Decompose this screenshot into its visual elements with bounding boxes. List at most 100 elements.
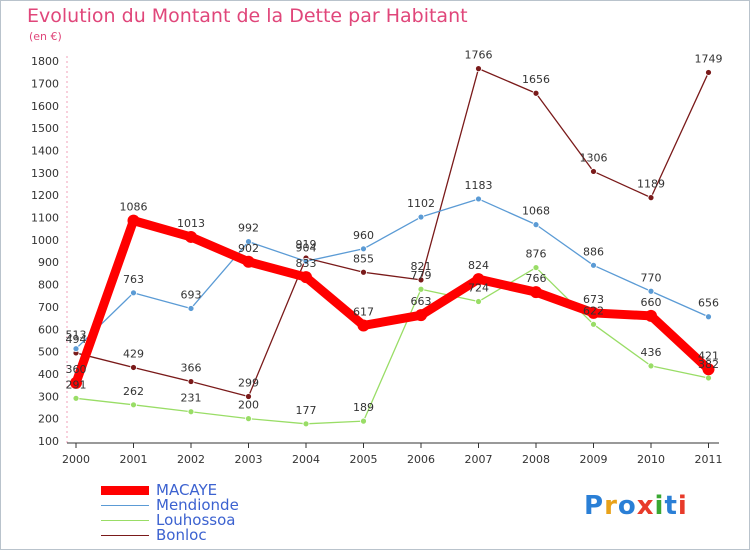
point-louhossoa xyxy=(532,264,540,271)
point-macaye xyxy=(645,309,657,322)
y-tick-label: 1100 xyxy=(31,212,59,225)
legend-swatch-louhossoa xyxy=(101,520,149,521)
y-tick-label: 1200 xyxy=(31,189,59,202)
x-tick-label: 2007 xyxy=(465,453,493,466)
x-tick-label: 2004 xyxy=(292,453,320,466)
point-mendionde xyxy=(302,257,310,265)
y-tick-label: 800 xyxy=(38,279,59,292)
legend-label-bonloc: Bonloc xyxy=(156,526,207,544)
y-tick-label: 600 xyxy=(38,323,59,336)
data-label-macaye: 824 xyxy=(468,259,489,272)
logo-letter: r xyxy=(604,491,618,521)
point-louhossoa xyxy=(360,417,367,425)
y-tick-label: 1000 xyxy=(31,234,59,247)
logo-letter: i xyxy=(654,491,665,521)
point-mendionde xyxy=(245,238,252,246)
data-label-mendionde: 1183 xyxy=(465,179,493,192)
point-louhossoa xyxy=(475,298,482,305)
x-tick-label: 2003 xyxy=(235,453,263,466)
legend-swatch-bonloc xyxy=(101,535,149,536)
point-bonloc xyxy=(647,194,655,202)
point-louhossoa xyxy=(72,394,80,402)
x-tick-label: 2011 xyxy=(695,453,723,466)
data-label-macaye: 833 xyxy=(296,257,317,270)
data-label-mendionde: 770 xyxy=(641,271,662,284)
data-label-mendionde: 992 xyxy=(238,222,259,235)
point-bonloc xyxy=(590,168,597,175)
data-labels: 360 1086 1013 902 833 617 663 824 766 673 660 421 51… xyxy=(66,49,723,417)
point-bonloc xyxy=(532,89,540,97)
y-tick-label: 700 xyxy=(38,301,59,314)
data-label-louhossoa: 724 xyxy=(468,282,489,295)
legend-swatch-mendionde xyxy=(101,505,149,506)
point-macaye xyxy=(242,255,255,268)
data-label-bonloc: 1189 xyxy=(637,178,665,191)
data-label-macaye: 766 xyxy=(526,272,547,285)
data-label-macaye: 421 xyxy=(698,349,719,362)
data-label-louhossoa: 231 xyxy=(181,392,202,405)
data-label-macaye: 663 xyxy=(411,295,432,308)
point-macaye xyxy=(587,306,600,319)
y-tick-label: 100 xyxy=(38,435,59,448)
point-mendionde xyxy=(590,261,597,269)
point-louhossoa xyxy=(705,374,712,382)
legend-item-louhossoa: Louhossoa xyxy=(101,511,401,529)
legend-label-louhossoa: Louhossoa xyxy=(156,511,236,529)
data-label-bonloc: 1656 xyxy=(522,73,550,86)
point-mendionde xyxy=(647,287,655,295)
data-label-mendionde: 960 xyxy=(353,229,374,242)
data-label-macaye: 673 xyxy=(583,293,604,306)
point-macaye xyxy=(357,319,370,332)
point-mendionde xyxy=(72,345,80,353)
data-label-mendionde: 763 xyxy=(123,273,144,286)
data-label-louhossoa: 436 xyxy=(641,346,662,359)
data-label-bonloc: 855 xyxy=(353,252,374,265)
data-label-bonloc: 429 xyxy=(123,347,144,360)
point-louhossoa xyxy=(187,408,195,416)
data-label-bonloc: 366 xyxy=(181,362,202,375)
point-bonloc xyxy=(705,69,712,76)
data-label-louhossoa: 382 xyxy=(698,358,719,371)
point-louhossoa xyxy=(647,362,655,370)
y-tick-label: 500 xyxy=(38,346,59,359)
point-macaye xyxy=(702,363,715,376)
data-label-bonloc: 494 xyxy=(66,333,87,346)
series-line-mendionde xyxy=(75,198,710,350)
legend-label-macaye: MACAYE xyxy=(156,481,218,499)
logo-letter: o xyxy=(617,491,637,521)
data-label-louhossoa: 622 xyxy=(583,304,604,317)
y-ticks: 100 200 300 400 500 600 700 800 900 1000 1100 1200 1… xyxy=(31,55,59,448)
data-label-louhossoa: 177 xyxy=(296,404,317,417)
data-label-bonloc: 919 xyxy=(296,238,317,251)
data-label-bonloc: 299 xyxy=(238,377,259,390)
point-mendionde xyxy=(532,221,540,229)
point-mendionde xyxy=(187,305,195,312)
point-macaye xyxy=(415,309,427,322)
data-label-mendionde: 886 xyxy=(583,245,604,258)
legend-swatch-macaye xyxy=(101,486,149,495)
point-macaye xyxy=(300,271,312,284)
data-label-macaye: 360 xyxy=(66,363,87,376)
data-label-mendionde: 904 xyxy=(296,241,317,254)
logo-letter: P xyxy=(584,491,605,521)
data-label-macaye: 902 xyxy=(238,242,259,255)
x-tick-label: 2009 xyxy=(580,453,608,466)
y-tick-label: 300 xyxy=(38,390,59,403)
data-label-bonloc: 821 xyxy=(411,260,432,273)
y-tick-label: 1400 xyxy=(31,144,59,157)
point-macaye xyxy=(530,286,542,299)
point-macaye xyxy=(127,214,140,227)
point-bonloc xyxy=(360,268,367,276)
data-label-macaye: 1013 xyxy=(177,217,205,230)
legend-item-bonloc: Bonloc xyxy=(101,526,401,544)
y-tick-label: 200 xyxy=(38,413,59,426)
point-bonloc xyxy=(245,393,252,400)
x-tick-label: 2005 xyxy=(350,453,378,466)
point-macaye xyxy=(185,230,197,243)
data-label-mendionde: 693 xyxy=(181,288,202,301)
point-louhossoa xyxy=(417,285,425,293)
data-label-mendionde: 1068 xyxy=(522,205,550,218)
point-louhossoa xyxy=(302,420,310,428)
data-label-macaye: 660 xyxy=(641,296,662,309)
